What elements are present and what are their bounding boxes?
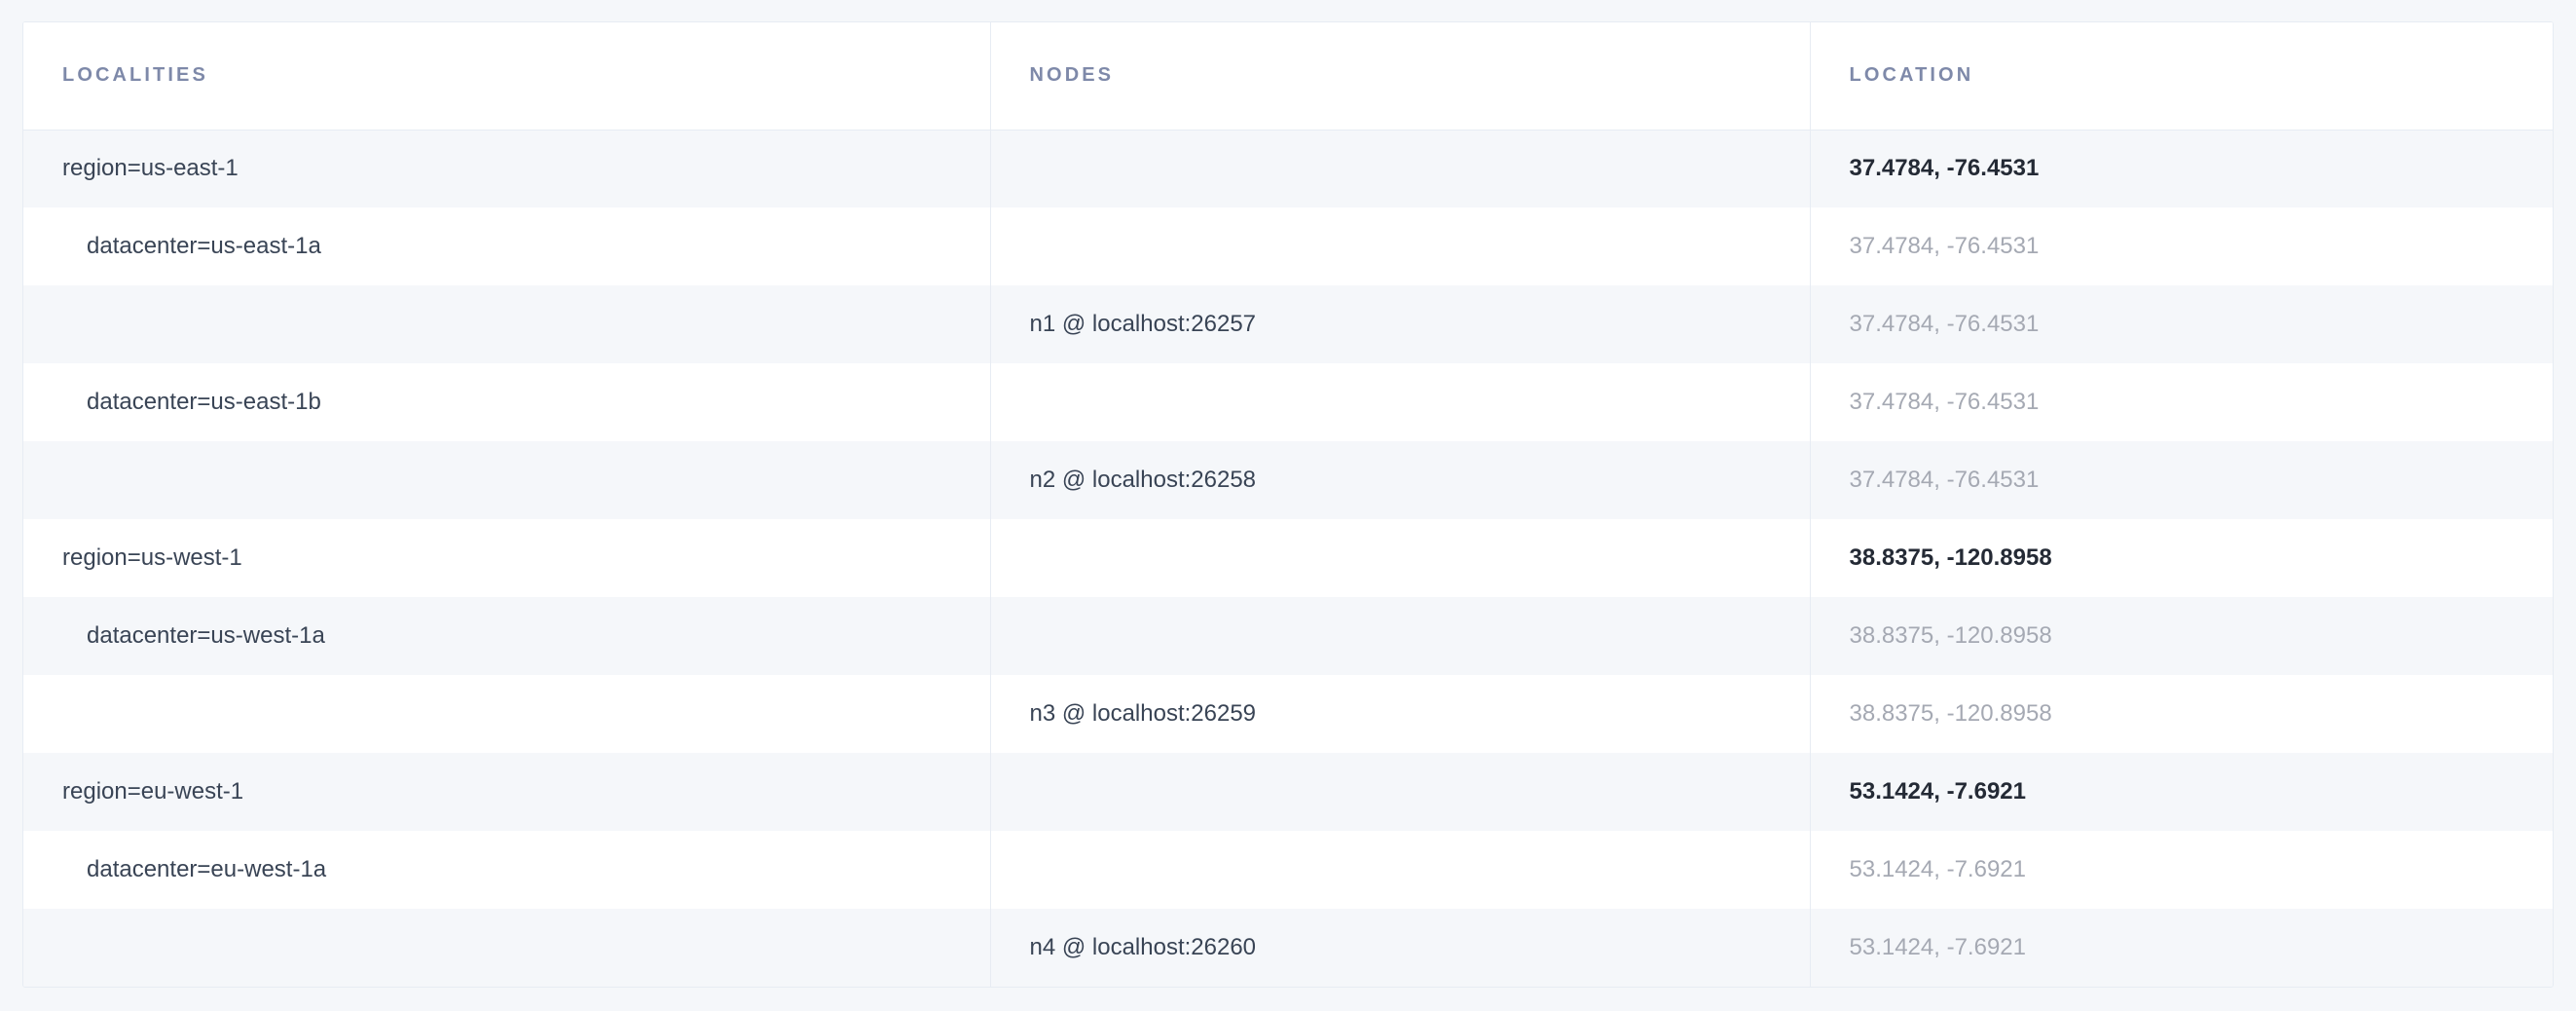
cell-locality (23, 285, 990, 363)
localities-table-card: LOCALITIES NODES LOCATION region=us-east… (22, 21, 2554, 988)
cell-node (989, 597, 1810, 675)
cell-node: n1 @ localhost:26257 (989, 285, 1810, 363)
cell-locality: datacenter=eu-west-1a (23, 831, 990, 909)
location-coordinates: 37.4784, -76.4531 (1849, 467, 2040, 493)
locality-label: datacenter=us-east-1a (87, 233, 321, 259)
table-row[interactable]: n3 @ localhost:26259 38.8375, -120.8958 (23, 675, 2553, 753)
table-row[interactable]: datacenter=us-west-1a 38.8375, -120.8958 (23, 597, 2553, 675)
locality-label: region=us-west-1 (62, 544, 242, 571)
table-row[interactable]: n1 @ localhost:26257 37.4784, -76.4531 (23, 285, 2553, 363)
location-coordinates: 38.8375, -120.8958 (1849, 700, 2052, 727)
locality-label: datacenter=us-west-1a (87, 622, 325, 649)
cell-node: n4 @ localhost:26260 (989, 909, 1810, 987)
location-coordinates: 37.4784, -76.4531 (1849, 311, 2040, 337)
cell-locality: region=eu-west-1 (23, 753, 990, 831)
node-label: n2 @ localhost:26258 (1029, 467, 1257, 493)
column-header-location[interactable]: LOCATION (1809, 22, 2553, 131)
localities-table: LOCALITIES NODES LOCATION region=us-east… (23, 22, 2553, 987)
cell-location: 37.4784, -76.4531 (1809, 441, 2553, 519)
cell-node (989, 207, 1810, 285)
node-label: n1 @ localhost:26257 (1029, 311, 1257, 337)
table-row[interactable]: region=eu-west-1 53.1424, -7.6921 (23, 753, 2553, 831)
cell-node (989, 363, 1810, 441)
cell-locality: datacenter=us-east-1b (23, 363, 990, 441)
cell-location: 37.4784, -76.4531 (1809, 363, 2553, 441)
location-coordinates: 37.4784, -76.4531 (1849, 233, 2040, 259)
location-coordinates: 53.1424, -7.6921 (1849, 934, 2027, 960)
cell-location: 53.1424, -7.6921 (1809, 831, 2553, 909)
location-coordinates: 38.8375, -120.8958 (1849, 544, 2052, 571)
cell-location: 38.8375, -120.8958 (1809, 597, 2553, 675)
table-header-row: LOCALITIES NODES LOCATION (23, 22, 2553, 131)
column-header-localities[interactable]: LOCALITIES (23, 22, 990, 131)
cell-locality (23, 675, 990, 753)
location-coordinates: 37.4784, -76.4531 (1849, 155, 2040, 182)
location-coordinates: 37.4784, -76.4531 (1849, 389, 2040, 415)
cell-locality (23, 909, 990, 987)
table-row[interactable]: n2 @ localhost:26258 37.4784, -76.4531 (23, 441, 2553, 519)
table-row[interactable]: region=us-east-1 37.4784, -76.4531 (23, 130, 2553, 207)
cell-node: n3 @ localhost:26259 (989, 675, 1810, 753)
table-row[interactable]: datacenter=us-east-1a 37.4784, -76.4531 (23, 207, 2553, 285)
cell-locality (23, 441, 990, 519)
cell-location: 37.4784, -76.4531 (1809, 130, 2553, 207)
cell-node (989, 831, 1810, 909)
table-header: LOCALITIES NODES LOCATION (23, 22, 2553, 131)
location-coordinates: 38.8375, -120.8958 (1849, 622, 2052, 649)
table-row[interactable]: n4 @ localhost:26260 53.1424, -7.6921 (23, 909, 2553, 987)
column-header-nodes[interactable]: NODES (989, 22, 1810, 131)
cell-location: 38.8375, -120.8958 (1809, 675, 2553, 753)
cell-locality: datacenter=us-west-1a (23, 597, 990, 675)
cell-node: n2 @ localhost:26258 (989, 441, 1810, 519)
locality-label: datacenter=us-east-1b (87, 389, 321, 415)
cell-location: 53.1424, -7.6921 (1809, 753, 2553, 831)
cell-locality: region=us-west-1 (23, 519, 990, 597)
node-label: n4 @ localhost:26260 (1029, 934, 1257, 960)
table-body: region=us-east-1 37.4784, -76.4531 datacen… (23, 130, 2553, 987)
locality-label: region=eu-west-1 (62, 778, 244, 805)
cell-location: 38.8375, -120.8958 (1809, 519, 2553, 597)
cell-location: 53.1424, -7.6921 (1809, 909, 2553, 987)
node-label: n3 @ localhost:26259 (1029, 700, 1257, 727)
table-row[interactable]: datacenter=eu-west-1a 53.1424, -7.6921 (23, 831, 2553, 909)
table-row[interactable]: region=us-west-1 38.8375, -120.8958 (23, 519, 2553, 597)
location-coordinates: 53.1424, -7.6921 (1849, 856, 2027, 882)
cell-node (989, 519, 1810, 597)
locality-label: datacenter=eu-west-1a (87, 856, 327, 882)
cell-node (989, 130, 1810, 207)
cell-node (989, 753, 1810, 831)
table-row[interactable]: datacenter=us-east-1b 37.4784, -76.4531 (23, 363, 2553, 441)
cell-locality: datacenter=us-east-1a (23, 207, 990, 285)
locality-label: region=us-east-1 (62, 155, 239, 182)
cell-locality: region=us-east-1 (23, 130, 990, 207)
location-coordinates: 53.1424, -7.6921 (1849, 778, 2027, 805)
cell-location: 37.4784, -76.4531 (1809, 285, 2553, 363)
cell-location: 37.4784, -76.4531 (1809, 207, 2553, 285)
